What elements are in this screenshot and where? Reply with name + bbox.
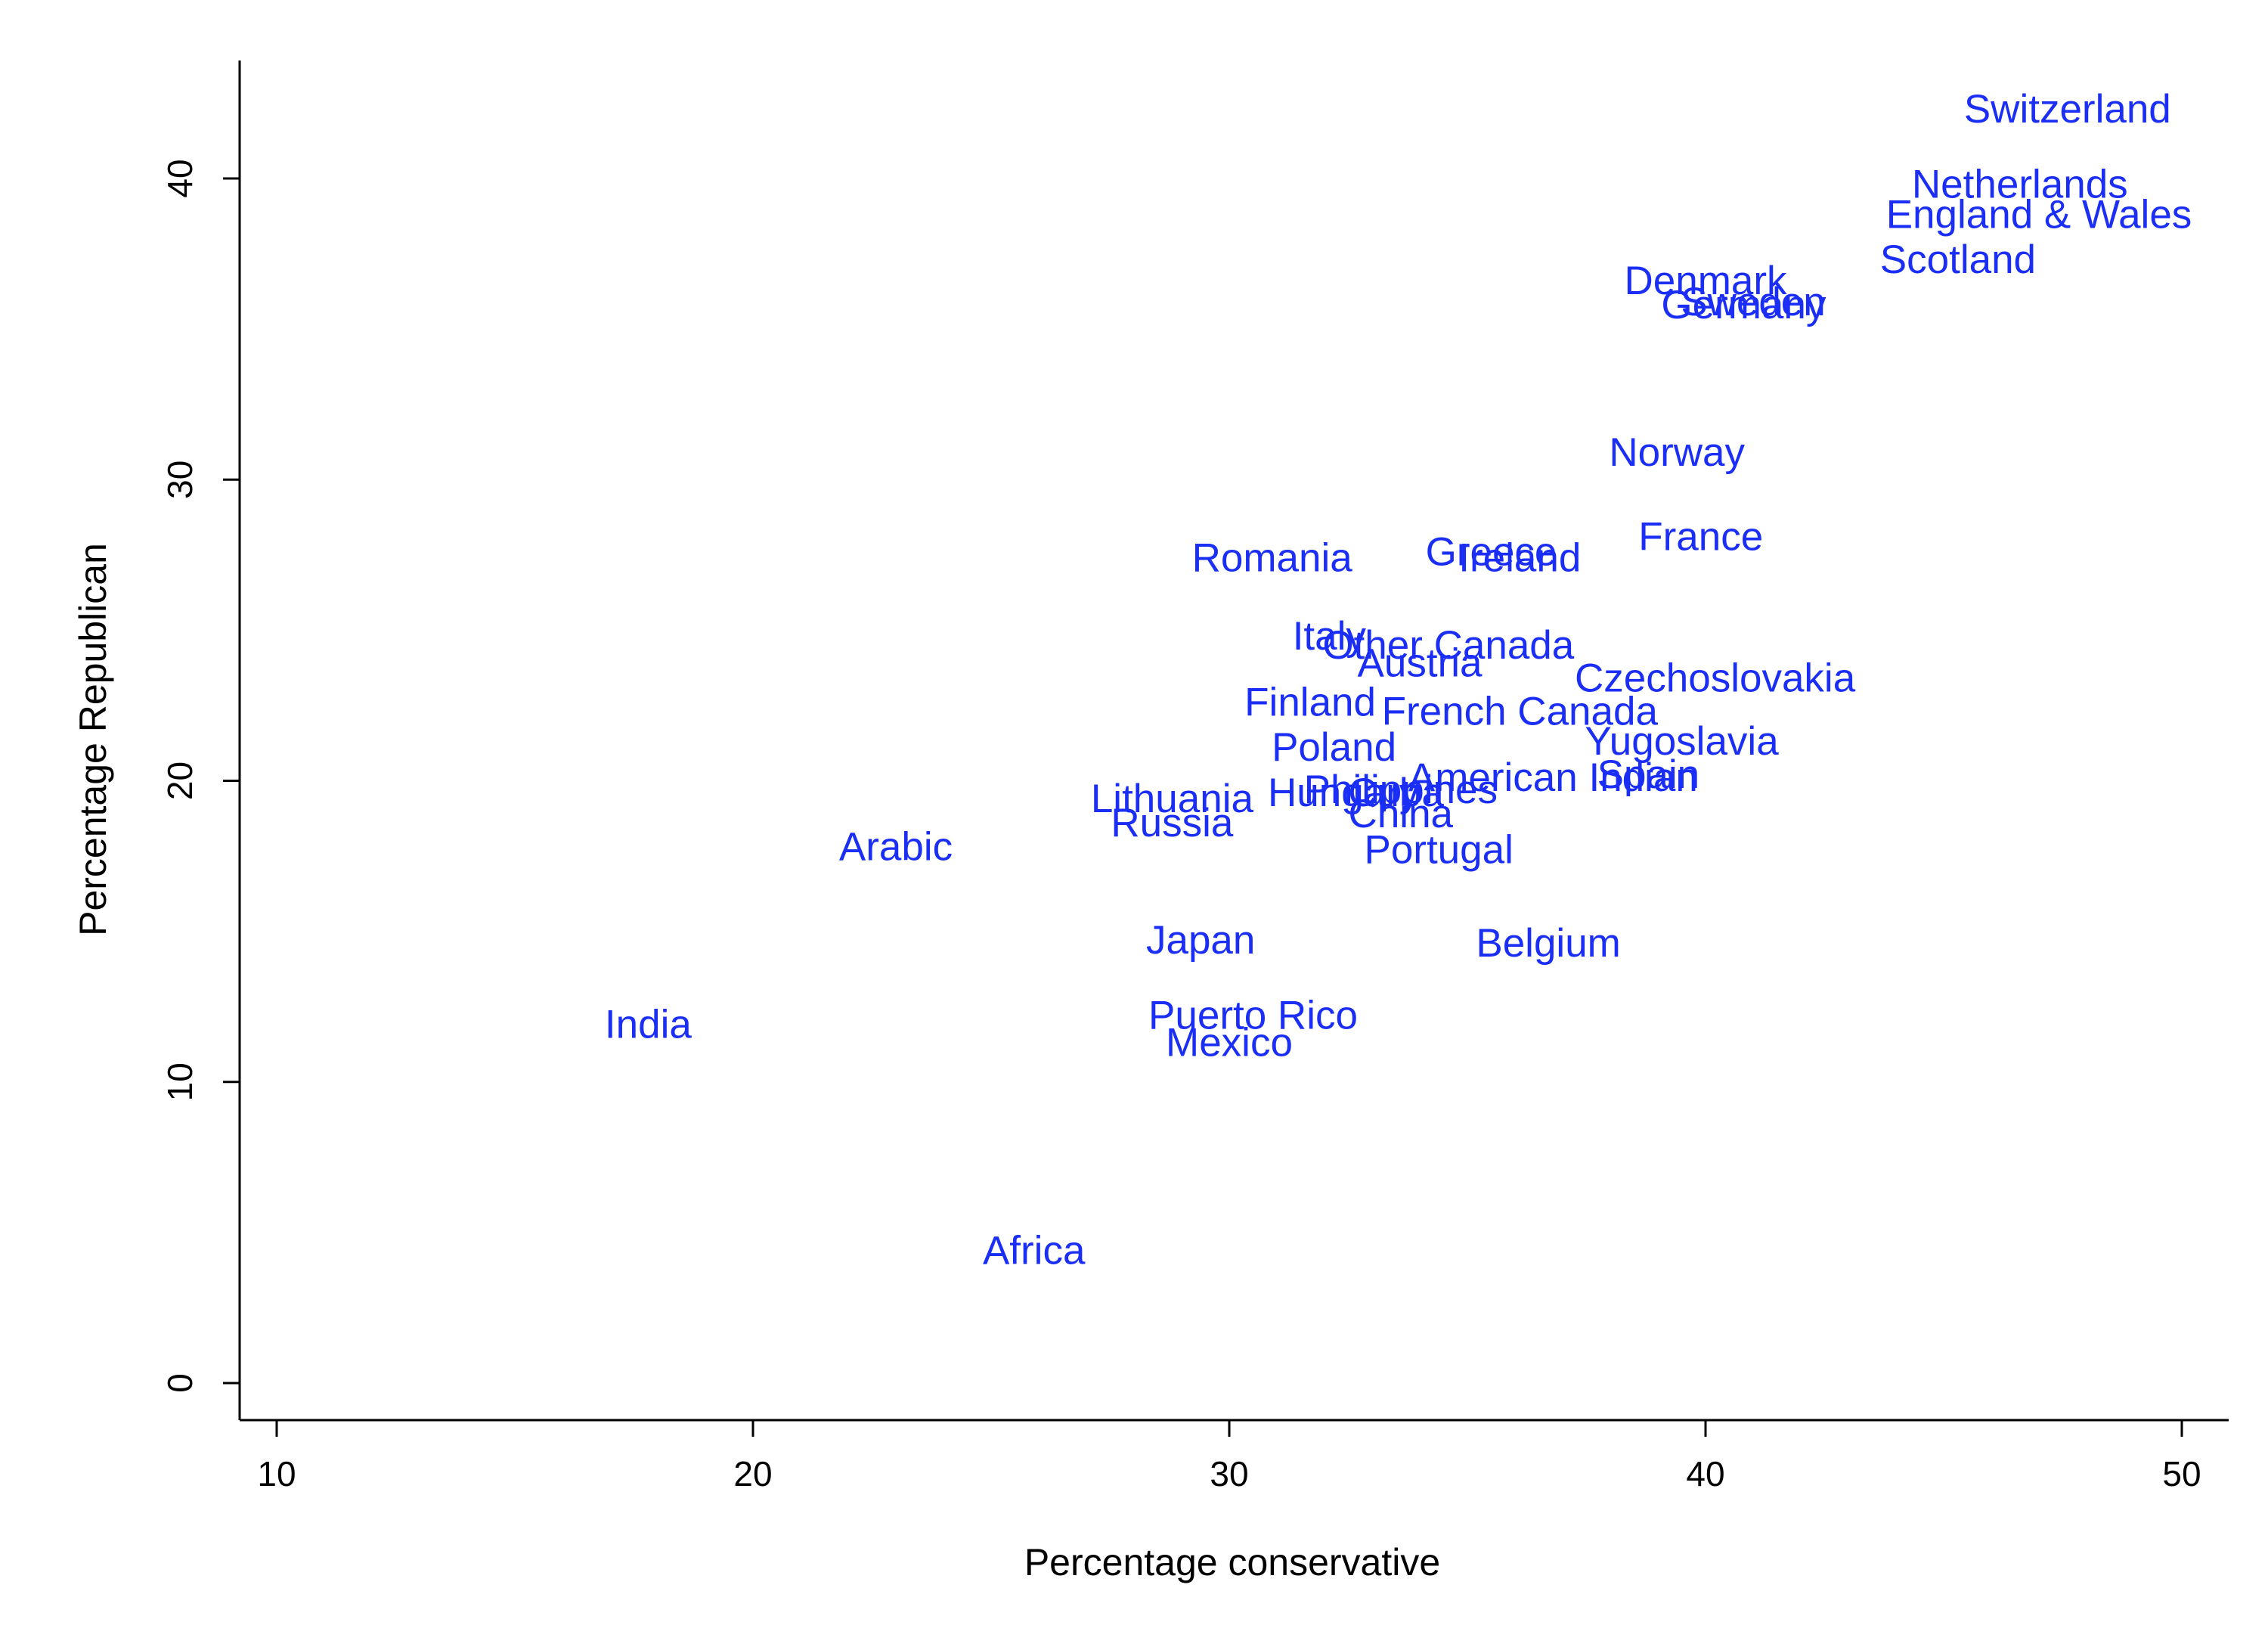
point-label-czechoslovakia: Czechoslovakia (1575, 656, 1856, 701)
point-label-switzerland: Switzerland (1964, 87, 2171, 132)
point-label-poland: Poland (1272, 725, 1396, 770)
point-label-japan: Japan (1146, 918, 1255, 963)
axes: 10 20 30 40 50 0 10 20 30 40 Percentage conserva… (72, 60, 2229, 1583)
point-label-ireland: Ireland (1458, 535, 1581, 580)
point-label-netherlands: Netherlands (1912, 162, 2128, 206)
point-label-yugoslavia: Yugoslavia (1585, 719, 1779, 764)
point-label-scotland: Scotland (1880, 237, 2036, 282)
point-label-puerto-rico: Puerto Rico (1148, 994, 1358, 1038)
point-label-mexico: Mexico (1166, 1020, 1293, 1065)
y-ticks: 0 10 20 30 40 (160, 159, 240, 1393)
point-label-cuba: Cuba (1348, 771, 1444, 815)
point-label-africa: Africa (983, 1228, 1086, 1273)
point-label-sweden: Sweden (1681, 280, 1826, 324)
y-tick-label-0: 0 (160, 1373, 200, 1393)
x-ticks: 10 20 30 40 50 (257, 1420, 2201, 1493)
x-tick-label-50: 50 (2162, 1454, 2201, 1493)
point-label-germany: Germany (1661, 283, 1826, 327)
point-label-lithuania: Lithuania (1091, 777, 1254, 821)
y-tick-label-40: 40 (160, 159, 200, 197)
y-tick-label-20: 20 (160, 761, 200, 800)
point-label-philippines: Philippines (1304, 768, 1498, 812)
point-label-arabic: Arabic (839, 825, 953, 870)
point-label-greece: Greece (1426, 529, 1557, 574)
x-tick-label-40: 40 (1686, 1454, 1724, 1493)
point-label-portugal: Portugal (1364, 828, 1513, 873)
point-label-france: France (1638, 514, 1763, 559)
point-label-denmark: Denmark (1624, 259, 1787, 303)
point-label-italy: Italy (1293, 614, 1367, 659)
y-tick-label-30: 30 (160, 461, 200, 499)
y-axis-title: Percentage Republican (72, 543, 114, 936)
point-label-norway: Norway (1609, 430, 1745, 475)
point-label-other-canada: Other Canada (1322, 623, 1574, 668)
x-axis-title: Percentage conservative (1024, 1541, 1440, 1583)
x-tick-label-30: 30 (1210, 1454, 1248, 1493)
point-label-austria: Austria (1358, 641, 1483, 686)
x-tick-label-10: 10 (257, 1454, 296, 1493)
point-label-spain: Spain (1597, 752, 1700, 797)
point-label-belgium: Belgium (1476, 921, 1620, 966)
point-label-american-indian: American Indian (1408, 755, 1698, 800)
point-label-hungary: Hungary (1268, 771, 1420, 815)
point-label-romania: Romania (1192, 535, 1353, 580)
point-label-russia: Russia (1111, 801, 1234, 845)
point-label-finland: Finland (1244, 680, 1376, 724)
point-label-england-wales: England & Wales (1886, 192, 2192, 237)
y-tick-label-10: 10 (160, 1062, 200, 1101)
point-label-india: India (605, 1003, 692, 1047)
point-label-china: China (1349, 792, 1454, 836)
x-tick-label-20: 20 (733, 1454, 772, 1493)
point-label-french-canada: French Canada (1382, 689, 1659, 734)
